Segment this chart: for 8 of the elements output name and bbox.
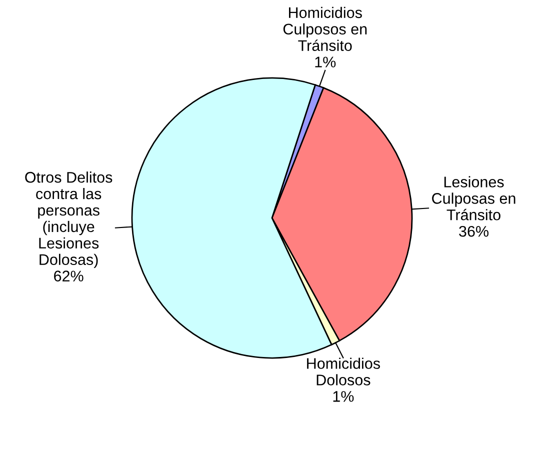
data-label: 62%: [54, 270, 84, 282]
slice-label: Homicidios Culposos en Tránsito: [283, 6, 367, 51]
slice-label: Lesiones Culposas en Tránsito: [432, 176, 516, 220]
data-label: 1%: [333, 391, 354, 402]
data-label: 36%: [459, 226, 488, 237]
slice-label: Homicidios Dolosos: [307, 358, 380, 386]
data-label: 1%: [315, 56, 336, 68]
slice-label: Otros Delitos contra las personas (incluye Lesiones Dolosas): [25, 172, 112, 268]
